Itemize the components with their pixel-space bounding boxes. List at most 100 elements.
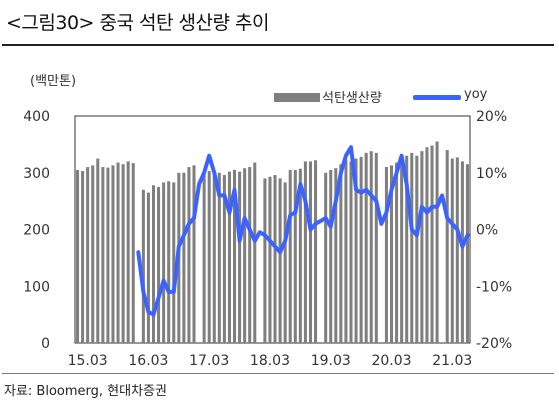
bar-production bbox=[384, 167, 388, 343]
bar-production bbox=[314, 160, 318, 343]
bar-production bbox=[273, 175, 277, 343]
y-right-tick-label: 20% bbox=[476, 109, 507, 125]
bar-production bbox=[167, 181, 171, 343]
source-divider bbox=[2, 373, 554, 374]
bar-production bbox=[425, 147, 429, 343]
bar-production bbox=[126, 161, 130, 343]
bar-production bbox=[389, 165, 394, 343]
bar-production bbox=[91, 165, 95, 343]
bar-production bbox=[248, 167, 252, 343]
bar-production bbox=[202, 172, 206, 343]
x-tick-label: 20.03 bbox=[371, 353, 411, 369]
x-tick-label: 16.03 bbox=[128, 353, 168, 369]
bar-production bbox=[278, 178, 282, 343]
bar-production bbox=[141, 189, 145, 343]
bar-production bbox=[359, 156, 363, 343]
bar-production bbox=[349, 161, 353, 343]
bar-production bbox=[420, 151, 424, 343]
bar-production bbox=[227, 171, 231, 343]
bar-production bbox=[455, 157, 459, 343]
bar-production bbox=[76, 169, 80, 343]
bar-production bbox=[354, 158, 358, 343]
bar-production bbox=[81, 171, 85, 343]
x-tick-label: 19.03 bbox=[311, 353, 351, 369]
plot-frame bbox=[74, 115, 471, 344]
bar-production bbox=[243, 168, 247, 343]
bar-production bbox=[151, 185, 156, 343]
bar-production bbox=[430, 145, 434, 343]
y-left-tick-label: 400 bbox=[23, 109, 50, 125]
bar-production bbox=[435, 141, 439, 343]
y-left-tick-label: 100 bbox=[23, 279, 50, 295]
bar-production bbox=[146, 192, 150, 343]
bar-production bbox=[410, 152, 414, 343]
bar-production bbox=[324, 172, 328, 343]
bar-production bbox=[460, 161, 464, 343]
bar-production bbox=[121, 164, 125, 343]
bar-production bbox=[450, 158, 454, 343]
bar-production bbox=[222, 175, 226, 343]
y-right-tick-label: -10% bbox=[476, 279, 512, 295]
legend-bar-swatch bbox=[274, 93, 320, 102]
bar-production bbox=[207, 171, 211, 343]
bar-production bbox=[116, 162, 120, 343]
bar-production bbox=[288, 169, 292, 343]
x-tick-label: 17.03 bbox=[189, 353, 229, 369]
bar-production bbox=[162, 182, 166, 343]
bar-production bbox=[268, 176, 272, 343]
bar-production bbox=[364, 152, 368, 343]
bar-production bbox=[293, 169, 297, 343]
y-left-tick-label: 300 bbox=[23, 166, 50, 182]
y-right-tick-label: -20% bbox=[476, 336, 512, 352]
x-tick-label: 21.03 bbox=[432, 353, 472, 369]
legend-line-swatch bbox=[413, 95, 461, 100]
y-left-tick-label: 0 bbox=[41, 336, 50, 352]
bar-production bbox=[303, 161, 307, 343]
bar-production bbox=[369, 151, 373, 343]
bar-production bbox=[172, 182, 176, 343]
x-tick-label: 18.03 bbox=[250, 353, 290, 369]
bar-production bbox=[157, 186, 161, 343]
bar-production bbox=[111, 165, 115, 343]
bar-production bbox=[86, 167, 90, 343]
bar-production bbox=[329, 169, 333, 343]
bar-production bbox=[131, 163, 135, 343]
bar-production bbox=[192, 165, 196, 343]
source-note: 자료: Bloomerg, 현대차증권 bbox=[4, 384, 167, 399]
bar-production bbox=[445, 150, 449, 343]
bar-production bbox=[182, 172, 186, 343]
y-left-tick-label: 200 bbox=[23, 223, 50, 239]
legend-line-label: yoy bbox=[464, 87, 488, 102]
bar-production bbox=[283, 182, 287, 343]
x-tick-label: 15.03 bbox=[68, 353, 108, 369]
bar-production bbox=[233, 169, 237, 343]
bar-production bbox=[187, 167, 191, 343]
bar-production bbox=[374, 152, 378, 343]
unit-label: (백만톤) bbox=[30, 74, 77, 89]
bar-production bbox=[217, 172, 221, 343]
bar-production bbox=[344, 159, 348, 343]
bar-production bbox=[415, 155, 419, 343]
bar-production bbox=[101, 167, 105, 343]
bar-production bbox=[334, 168, 338, 343]
y-right-tick-label: 0% bbox=[476, 223, 498, 239]
bar-production bbox=[339, 164, 343, 343]
bar-production bbox=[400, 159, 404, 343]
bar-production bbox=[96, 158, 100, 343]
bar-production bbox=[253, 162, 257, 343]
bar-production bbox=[465, 164, 469, 343]
bar-production bbox=[298, 168, 302, 343]
bar-production bbox=[212, 173, 216, 343]
yoy-line bbox=[136, 145, 470, 317]
legend-bar-label: 석탄생산량 bbox=[322, 91, 382, 106]
y-right-tick-label: 10% bbox=[476, 166, 507, 182]
title-underline bbox=[2, 44, 554, 46]
chart-title: <그림30> 중국 석탄 생산량 추이 bbox=[6, 12, 269, 34]
bar-production bbox=[263, 178, 267, 343]
bar-production bbox=[405, 155, 409, 343]
bar-production bbox=[308, 161, 312, 343]
bar-production bbox=[106, 167, 110, 343]
bar-production bbox=[238, 171, 242, 343]
bar-production bbox=[395, 162, 399, 343]
